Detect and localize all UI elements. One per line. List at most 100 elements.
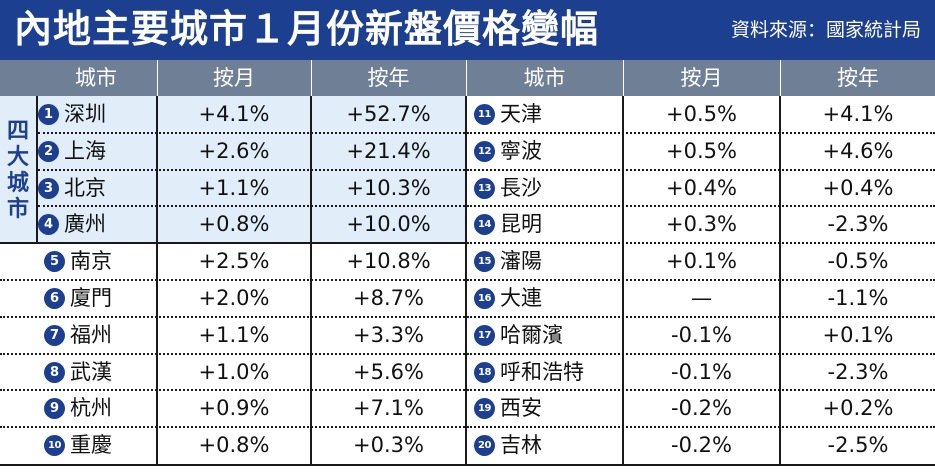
rank-badge: 15: [474, 251, 495, 273]
column-divider: [36, 96, 38, 243]
rank-badge: 20: [474, 435, 495, 457]
rank-badge: 19: [474, 398, 495, 420]
city-name: 寧波: [500, 138, 542, 163]
year-on-year-value: +0.3%: [353, 433, 424, 458]
month-on-month-value: +1.1%: [198, 175, 270, 200]
city-name: 杭州: [70, 396, 112, 421]
year-on-year-value: -0.5%: [827, 249, 889, 274]
year-on-year-value: +0.2%: [822, 396, 894, 421]
city-name: 重慶: [70, 433, 112, 458]
month-on-month-value: +2.5%: [198, 249, 270, 274]
month-on-month-value: +0.9%: [198, 396, 270, 421]
rank-badge: 10: [44, 435, 65, 457]
rank-badge: 11: [474, 104, 495, 125]
rank-badge: 14: [474, 214, 495, 236]
header-yoy-right: 按年: [837, 66, 879, 90]
year-on-year-value: +21.4%: [346, 138, 431, 163]
column-divider: [156, 96, 158, 464]
year-on-year-value: +4.1%: [822, 102, 894, 126]
row-divider: [467, 352, 935, 355]
month-on-month-value: +2.0%: [198, 286, 270, 310]
city-name: 南京: [70, 249, 112, 274]
city-name: 瀋陽: [500, 249, 542, 274]
city-cell: 14 昆明: [474, 206, 620, 243]
header-yoy-left: 按年: [367, 66, 410, 90]
month-on-month-value: +0.5%: [666, 102, 737, 126]
row-divider: [467, 131, 935, 134]
header-city-left: 城市: [75, 66, 117, 90]
city-name: 廣州: [64, 212, 106, 237]
row-divider: [0, 389, 465, 392]
city-cell: 16 大連: [474, 280, 620, 317]
month-on-month-value: +4.1%: [198, 102, 270, 126]
year-on-year-value: +8.7%: [353, 286, 424, 310]
month-on-month-value: —: [691, 286, 712, 310]
group-label-char: 四: [6, 117, 29, 144]
row-divider: [38, 205, 465, 208]
month-on-month-value: +1.1%: [198, 322, 270, 347]
rank-badge: 18: [474, 361, 495, 383]
city-name: 深圳: [64, 102, 106, 126]
row-divider: [467, 315, 935, 318]
city-name: 北京: [64, 175, 106, 200]
month-on-month-value: +0.3%: [666, 212, 737, 237]
city-cell: 12 寧波: [474, 133, 620, 170]
year-on-year-value: -2.3%: [827, 212, 889, 237]
city-name: 福州: [70, 322, 112, 347]
city-name: 長沙: [500, 175, 542, 200]
rank-badge: 6: [44, 288, 65, 309]
year-on-year-value: -1.1%: [827, 286, 889, 310]
rank-badge: 8: [44, 361, 65, 383]
month-on-month-value: -0.1%: [671, 359, 732, 384]
rank-badge: 2: [38, 140, 59, 162]
year-on-year-value: -2.3%: [827, 359, 889, 384]
city-cell: 6 廈門: [44, 280, 196, 317]
header-mom-right: 按月: [680, 66, 723, 90]
city-name: 西安: [500, 396, 542, 421]
year-on-year-value: +7.1%: [353, 396, 424, 421]
header-city-right: 城市: [523, 66, 566, 90]
year-on-year-value: +10.8%: [346, 249, 431, 274]
month-on-month-value: +1.0%: [198, 359, 270, 384]
city-cell: 8 武漢: [44, 354, 196, 391]
month-on-month-value: +0.8%: [198, 433, 270, 458]
group-divider: [0, 242, 465, 245]
city-name: 武漢: [70, 359, 112, 384]
header-mom-left: 按月: [213, 66, 255, 90]
rank-badge: 9: [44, 398, 65, 420]
row-divider: [467, 205, 935, 208]
city-name: 大連: [500, 286, 542, 310]
rank-badge: 16: [474, 288, 495, 309]
year-on-year-value: -2.5%: [827, 433, 889, 458]
rank-badge: 5: [44, 251, 65, 273]
column-divider: [310, 96, 312, 464]
month-on-month-value: +2.6%: [198, 138, 270, 163]
row-divider: [0, 315, 465, 318]
city-cell: 18 呼和浩特: [474, 354, 620, 391]
city-name: 廈門: [70, 286, 112, 310]
city-cell: 9 杭州: [44, 390, 196, 427]
year-on-year-value: +0.4%: [822, 175, 894, 200]
city-cell: 13 長沙: [474, 170, 620, 207]
rank-badge: 4: [38, 214, 59, 236]
row-divider: [467, 426, 935, 429]
group-label-char: 大: [6, 143, 29, 170]
month-on-month-value: +0.8%: [198, 212, 270, 237]
rank-badge: 13: [474, 177, 495, 199]
city-cell: 1 深圳: [38, 96, 190, 133]
header-divider: [623, 60, 624, 96]
year-on-year-value: +5.6%: [353, 359, 424, 384]
city-cell: 2 上海: [38, 133, 190, 170]
header-row: 城市 按月 按年 城市 按月 按年: [0, 60, 935, 96]
city-name: 天津: [500, 102, 542, 126]
city-cell: 4 廣州: [38, 206, 190, 243]
column-divider: [622, 96, 624, 464]
city-cell: 15 瀋陽: [474, 243, 620, 280]
city-cell: 20 吉林: [474, 427, 620, 464]
rank-badge: 1: [38, 104, 59, 125]
row-divider: [0, 426, 465, 429]
group-label-char: 市: [6, 195, 29, 222]
city-name: 哈爾濱: [500, 322, 563, 347]
row-divider: [467, 168, 935, 171]
table-bottom-border: [0, 464, 935, 466]
